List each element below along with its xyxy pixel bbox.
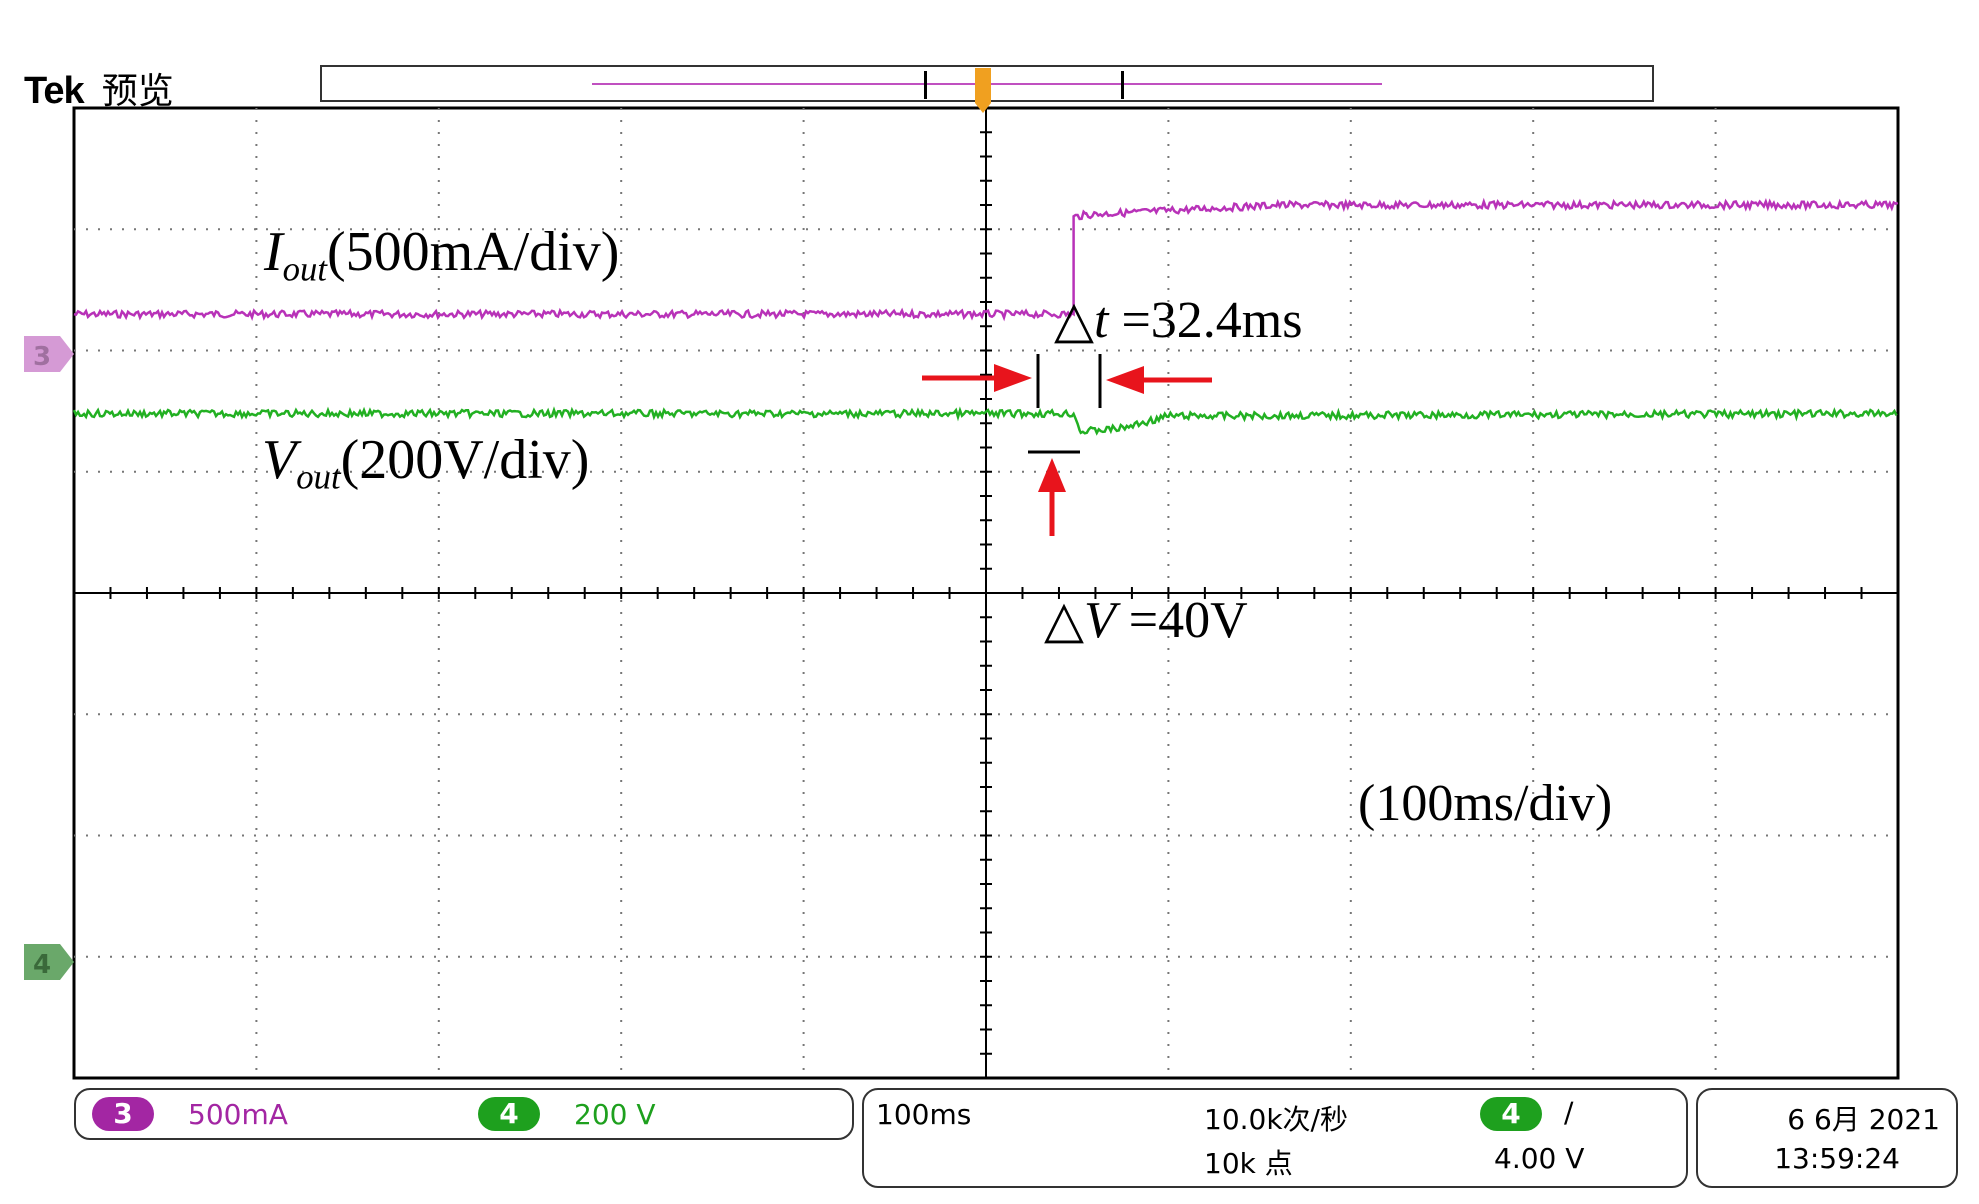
time-scale-label: (100ms/div) bbox=[1358, 775, 1613, 832]
channel-panel: 3 500mA 4 200 V bbox=[74, 1088, 854, 1140]
ch4-marker-label: 4 bbox=[33, 950, 51, 980]
timebase-readout[interactable]: 100ms bbox=[876, 1098, 972, 1131]
ch4-badge[interactable]: 4 bbox=[478, 1097, 540, 1131]
acquisition-mode: 预览 bbox=[101, 71, 174, 112]
trigger-slope-icon[interactable]: ∕ bbox=[1564, 1096, 1574, 1129]
acquisition-panel: 100ms 10.0k次/秒 10k 点 4 ∕ 4.00 V bbox=[862, 1088, 1688, 1188]
delta-t-arrows bbox=[922, 354, 1212, 408]
delta-t-label: △t =32.4ms bbox=[1054, 292, 1303, 349]
delta-v-arrow bbox=[1028, 450, 1080, 536]
tek-logo: Tek bbox=[24, 70, 85, 112]
brand: Tek 预览 bbox=[24, 62, 174, 114]
record-length-readout: 10k 点 bbox=[1204, 1147, 1293, 1180]
ch4-marker[interactable]: 4 bbox=[24, 944, 74, 980]
ch3-marker-label: 3 bbox=[33, 342, 51, 372]
ch3-badge[interactable]: 3 bbox=[92, 1097, 154, 1131]
waveform-traces bbox=[72, 197, 1899, 436]
ch4-voltage-trace bbox=[72, 406, 1898, 436]
graticule bbox=[72, 106, 1900, 1080]
trigger-position-marker[interactable] bbox=[975, 68, 991, 113]
ch4-scale[interactable]: 200 V bbox=[574, 1098, 656, 1131]
trigger-level-readout[interactable]: 4.00 V bbox=[1494, 1142, 1585, 1175]
ch3-current-trace bbox=[73, 197, 1899, 322]
date-readout: 6 6月 2021 bbox=[1787, 1103, 1940, 1136]
sample-rate-readout: 10.0k次/秒 bbox=[1204, 1103, 1348, 1136]
ch3-marker[interactable]: 3 bbox=[24, 336, 74, 372]
time-readout: 13:59:24 bbox=[1774, 1142, 1900, 1175]
datetime-panel: 6 6月 2021 13:59:24 bbox=[1696, 1088, 1958, 1188]
vout-label: Vout(200V/div) bbox=[262, 429, 590, 497]
delta-v-label: △V =40V bbox=[1044, 592, 1248, 649]
iout-label: Iout(500mA/div) bbox=[264, 221, 620, 289]
record-view-window[interactable] bbox=[924, 71, 1124, 99]
trigger-source-badge[interactable]: 4 bbox=[1480, 1097, 1542, 1131]
ch3-scale[interactable]: 500mA bbox=[188, 1098, 288, 1131]
